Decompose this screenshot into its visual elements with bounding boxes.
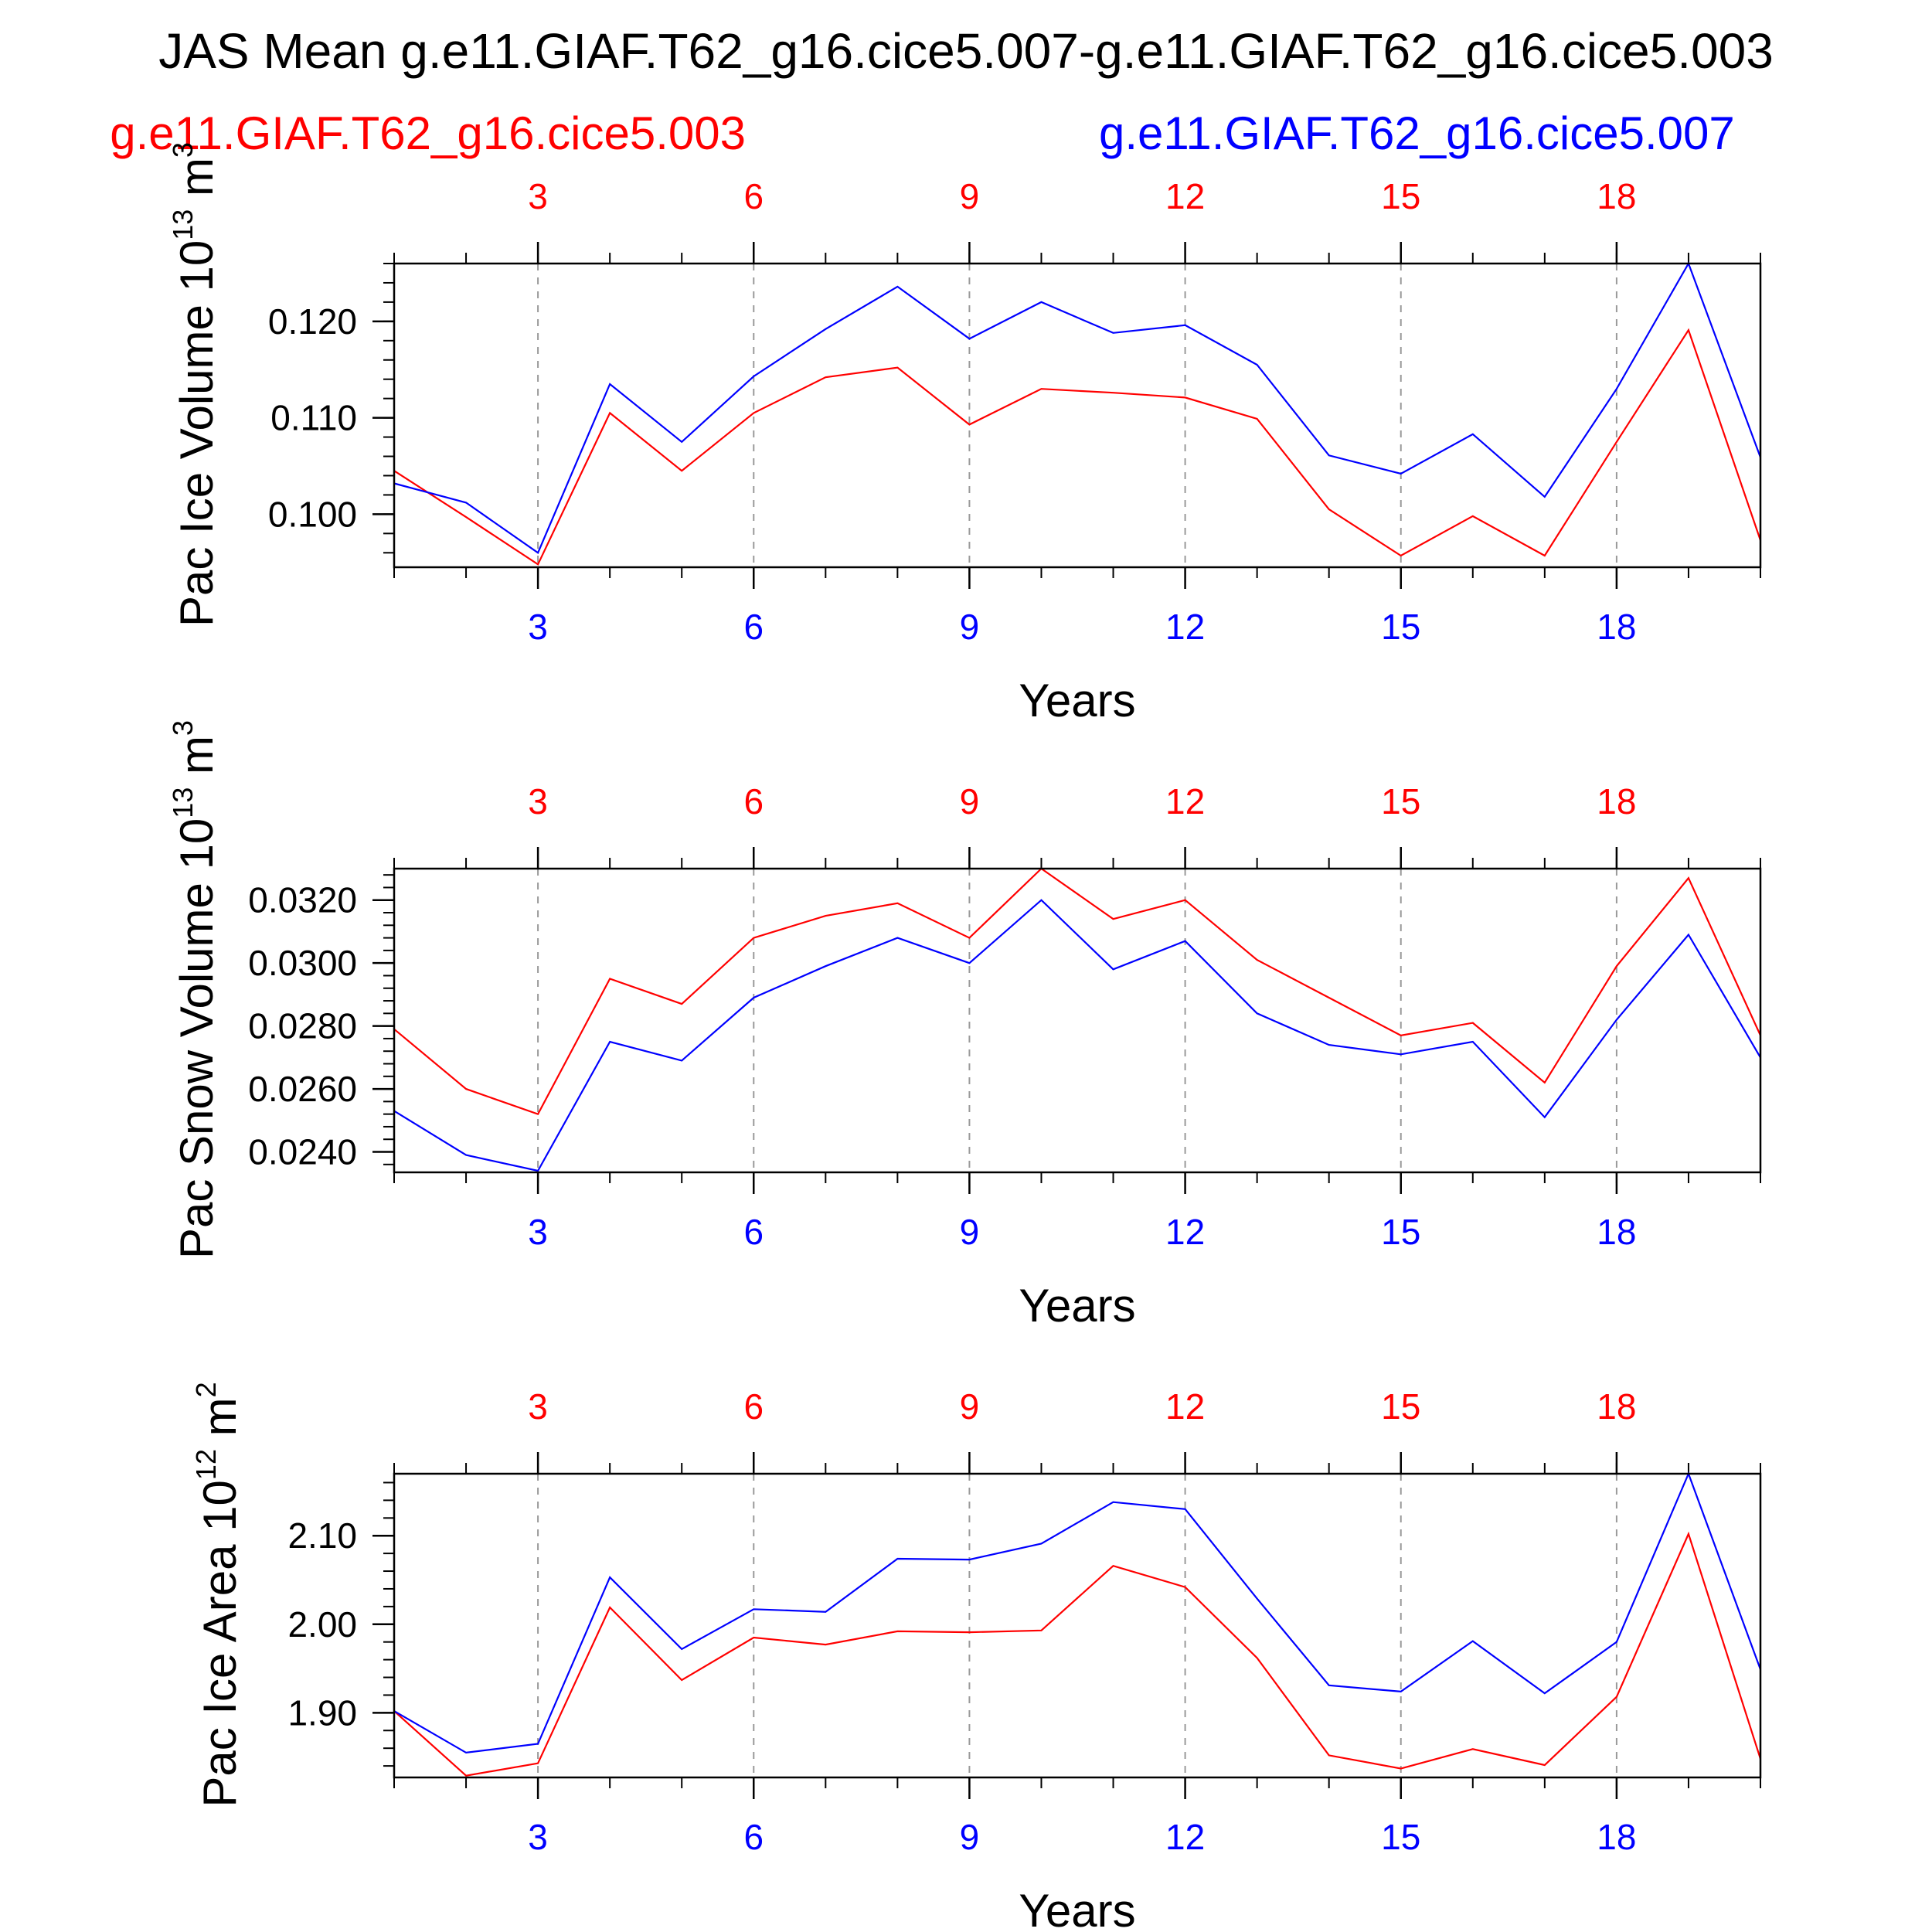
y-axis-label-exponent: 13: [167, 787, 199, 818]
x-tick-label-bottom: 3: [528, 1212, 548, 1252]
x-tick-label-top: 15: [1381, 176, 1420, 216]
y-tick-label: 2.10: [287, 1515, 357, 1556]
chart-title: JAS Mean g.e11.GIAF.T62_g16.cice5.007-g.…: [158, 23, 1774, 79]
x-tick-label-bottom: 18: [1597, 1212, 1636, 1252]
x-tick-label-top: 6: [743, 176, 764, 216]
y-tick-label: 0.0240: [248, 1132, 357, 1172]
x-tick-label-bottom: 3: [528, 1817, 548, 1857]
y-axis-label-unit-exponent: 3: [167, 142, 199, 158]
x-axis-label: Years: [1019, 675, 1135, 726]
series-line-red: [393, 328, 1762, 566]
x-tick-label-bottom: 9: [960, 1817, 980, 1857]
x-tick-label-bottom: 12: [1165, 1212, 1205, 1252]
y-tick-label: 0.0300: [248, 943, 357, 983]
legend-blue-series: g.e11.GIAF.T62_g16.cice5.007: [1099, 107, 1735, 159]
y-axis-label-unit: m: [171, 736, 223, 787]
x-tick-label-top: 3: [528, 176, 548, 216]
x-axis-label: Years: [1019, 1280, 1135, 1332]
y-tick-label: 1.90: [287, 1692, 357, 1733]
x-tick-label-top: 18: [1597, 1386, 1636, 1427]
y-axis-label-base: Pac Ice Volume 10: [171, 240, 223, 627]
x-tick-label-top: 12: [1165, 781, 1205, 821]
y-tick-label: 0.100: [268, 494, 357, 534]
x-tick-label-bottom: 12: [1165, 1817, 1205, 1857]
y-axis-label-unit: m: [194, 1397, 246, 1449]
y-axis-label-base: Pac Snow Volume 10: [171, 818, 223, 1259]
x-tick-label-top: 6: [743, 781, 764, 821]
x-tick-label-top: 3: [528, 781, 548, 821]
chart-panel-1: 3 3 6 6 9 9 12 12 15 15 18 18 0.100 0.110 0.120 Years Pa…: [167, 142, 1762, 726]
x-tick-label-top: 9: [960, 781, 980, 821]
x-tick-label-top: 3: [528, 1386, 548, 1427]
x-tick-label-top: 15: [1381, 781, 1420, 821]
y-axis-label-unit-exponent: 3: [167, 720, 199, 736]
series-line-blue: [393, 261, 1762, 554]
x-tick-label-bottom: 18: [1597, 607, 1636, 647]
y-tick-label: 2.00: [287, 1604, 357, 1645]
y-axis-label-exponent: 12: [190, 1449, 222, 1480]
chart-panel-2: 3 3 6 6 9 9 12 12 15 15 18 18 0.0240 0.0260 0.0280 0.03…: [167, 720, 1762, 1332]
x-tick-label-top: 9: [960, 1386, 980, 1427]
x-tick-label-top: 15: [1381, 1386, 1420, 1427]
plot-frame: [393, 1472, 1762, 1779]
series-line-blue: [393, 899, 1761, 1172]
y-tick-label: 0.0260: [248, 1069, 357, 1109]
y-axis-label-unit: m: [171, 158, 223, 209]
x-tick-label-bottom: 6: [743, 1212, 764, 1252]
x-tick-label-bottom: 15: [1381, 1817, 1420, 1857]
x-tick-label-bottom: 15: [1381, 1212, 1420, 1252]
y-tick-label: 0.110: [270, 398, 357, 438]
plot-frame: [393, 867, 1762, 1174]
chart-panel-3: 3 3 6 6 9 9 12 12 15 15 18 18 1.90 2.00 2.10 Years Pac I…: [190, 1382, 1762, 1932]
x-tick-label-bottom: 6: [743, 1817, 764, 1857]
chart-panels: 3 3 6 6 9 9 12 12 15 15 18 18 0.100 0.110 0.120 Years Pa…: [167, 142, 1762, 1932]
y-axis-label: Pac Ice Area 1012 m2: [190, 1382, 246, 1807]
y-axis-label-unit-exponent: 2: [190, 1382, 222, 1397]
y-axis-label: Pac Ice Volume 1013 m3: [167, 142, 223, 627]
x-tick-label-top: 9: [960, 176, 980, 216]
y-tick-label: 0.0320: [248, 880, 357, 920]
y-axis-label-base: Pac Ice Area 10: [194, 1480, 246, 1808]
x-axis-label: Years: [1019, 1885, 1135, 1932]
series-line-red: [393, 867, 1762, 1116]
x-tick-label-top: 12: [1165, 176, 1205, 216]
x-tick-label-top: 12: [1165, 1386, 1205, 1427]
series-line-red: [393, 1531, 1762, 1777]
x-tick-label-top: 18: [1597, 176, 1636, 216]
series-line-blue: [393, 1471, 1762, 1754]
y-tick-label: 0.0280: [248, 1006, 357, 1046]
x-tick-label-bottom: 9: [960, 1212, 980, 1252]
y-axis-label: Pac Snow Volume 1013 m3: [167, 720, 223, 1259]
x-tick-label-bottom: 15: [1381, 607, 1420, 647]
plot-frame: [393, 262, 1762, 569]
x-tick-label-top: 6: [743, 1386, 764, 1427]
x-tick-label-bottom: 9: [960, 607, 980, 647]
legend-red-series: g.e11.GIAF.T62_g16.cice5.003: [110, 107, 746, 159]
x-tick-label-bottom: 6: [743, 607, 764, 647]
y-tick-label: 0.120: [268, 301, 357, 342]
y-axis-label-exponent: 13: [167, 209, 199, 240]
x-tick-label-top: 18: [1597, 781, 1636, 821]
x-tick-label-bottom: 12: [1165, 607, 1205, 647]
x-tick-label-bottom: 3: [528, 607, 548, 647]
x-tick-label-bottom: 18: [1597, 1817, 1636, 1857]
